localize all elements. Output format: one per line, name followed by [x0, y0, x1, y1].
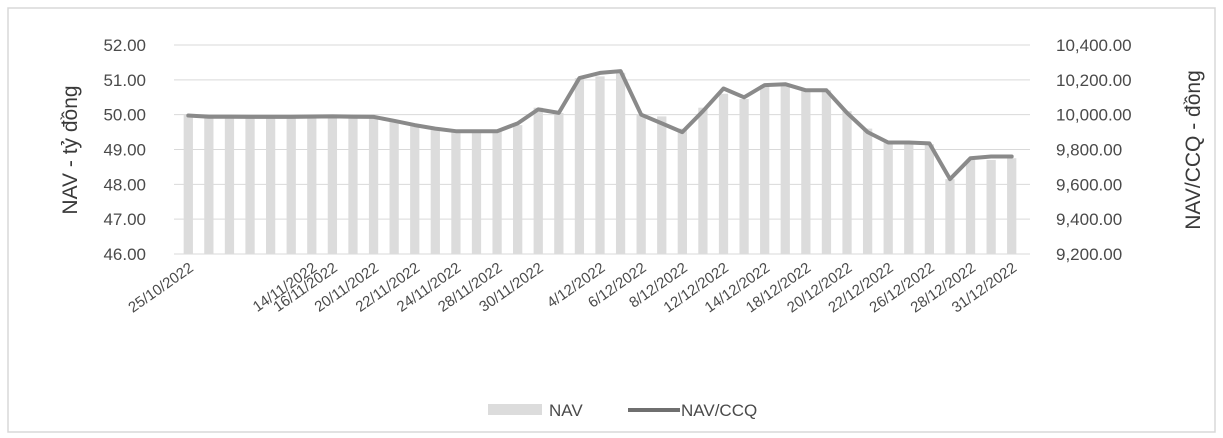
nav-bar: [204, 116, 214, 255]
nav-bar: [183, 114, 193, 255]
left-axis-title: NAV - tỷ đồng: [59, 85, 82, 214]
legend-nav-swatch: [488, 404, 542, 415]
x-axis-ticks: 25/10/2022 14/11/202216/11/202220/11/2022…: [125, 259, 1020, 316]
nav-bar: [307, 117, 317, 254]
nav-bar: [821, 90, 832, 255]
nav-bar: [389, 121, 399, 254]
left-axis-ticks: 46.00 47.00 48.00 49.00 50.00 51.00 52.00: [103, 36, 146, 264]
nav-bar: [471, 131, 482, 254]
nav-bar: [410, 125, 420, 255]
nav-bar: [1007, 158, 1017, 254]
nav-bar: [904, 142, 914, 254]
left-tick-label: 46.00: [103, 245, 146, 264]
nav-bar: [513, 125, 523, 254]
right-tick-label: 9,400.00: [1056, 210, 1122, 229]
nav-bar: [327, 116, 338, 254]
chart-frame: [7, 7, 1216, 433]
nav-bar: [965, 159, 976, 254]
nav-bar: [924, 144, 934, 254]
nav-bar: [883, 142, 893, 254]
nav-bar: [348, 117, 358, 254]
left-tick-label: 47.00: [103, 210, 146, 229]
nav-bar: [698, 107, 708, 254]
nav-bar: [677, 128, 687, 254]
nav-bar: [862, 128, 873, 254]
right-axis-title: NAV/CCQ - đồng: [1182, 70, 1205, 230]
left-tick-label: 51.00: [103, 71, 146, 90]
right-tick-label: 10,400.00: [1056, 36, 1132, 55]
left-tick-label: 50.00: [103, 106, 146, 125]
nav-bar: [615, 72, 626, 254]
x-tick-label: 25/10/2022: [125, 259, 196, 316]
nav-bar: [739, 98, 749, 254]
nav-bar: [245, 117, 255, 254]
nav-bar: [657, 116, 667, 255]
nav-bar: [986, 159, 996, 254]
nav-bar: [780, 85, 790, 254]
legend-nav-label: NAV: [549, 401, 583, 420]
nav-ccq-line-layer: [186, 69, 1014, 182]
nav-bar: [368, 117, 379, 254]
nav-bar: [945, 179, 955, 254]
nav-bar: [842, 111, 852, 254]
nav-bar: [760, 85, 770, 254]
nav-bar: [266, 117, 276, 254]
legend-nav-ccq-label: NAV/CCQ: [681, 401, 757, 420]
nav-bar: [554, 112, 564, 254]
right-tick-label: 10,000.00: [1056, 106, 1132, 125]
nav-bar: [595, 76, 605, 254]
right-tick-label: 9,800.00: [1056, 141, 1122, 160]
right-tick-label: 9,600.00: [1056, 175, 1122, 194]
nav-bars: [183, 72, 1017, 255]
nav-bar: [430, 128, 440, 254]
right-axis-ticks: 9,200.00 9,400.00 9,600.00 9,800.00 10,000.0…: [1056, 36, 1132, 264]
legend: NAV NAV/CCQ: [488, 401, 757, 420]
right-tick-label: 10,200.00: [1056, 71, 1132, 90]
left-tick-label: 52.00: [103, 36, 146, 55]
nav-bar: [533, 107, 543, 254]
nav-bar: [801, 90, 811, 255]
nav-ccq-line: [186, 69, 1014, 182]
nav-bar: [636, 114, 646, 255]
nav-bar: [224, 117, 235, 254]
nav-bar: [492, 131, 502, 254]
nav-bar: [718, 93, 729, 255]
left-tick-label: 49.00: [103, 141, 146, 160]
nav-bar: [286, 117, 296, 254]
right-tick-label: 9,200.00: [1056, 245, 1122, 264]
left-tick-label: 48.00: [103, 175, 146, 194]
nav-bar: [574, 78, 585, 254]
nav-bar: [451, 130, 461, 254]
